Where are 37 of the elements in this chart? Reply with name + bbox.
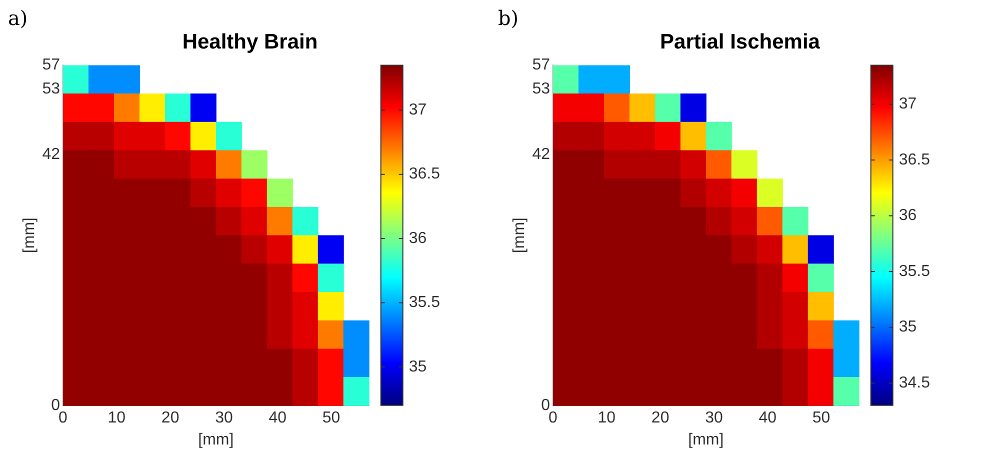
x-tick-label: 10 — [108, 409, 126, 426]
x-tick-label: 30 — [705, 409, 723, 426]
y-tick-label: 57 — [42, 56, 60, 74]
x-axis-title: [mm] — [688, 432, 724, 449]
x-tick-label: 40 — [268, 409, 287, 426]
y-tick-label: 0 — [541, 396, 550, 414]
chart-title: Healthy Brain — [182, 30, 318, 54]
y-axis-title: [mm] — [21, 218, 38, 254]
y-tick-label: 0 — [51, 396, 60, 414]
x-tick-label: 40 — [758, 409, 777, 426]
color-bar-label: 36.5 — [898, 151, 930, 168]
color-bar-label: 36 — [898, 207, 917, 224]
x-tick-label: 10 — [598, 409, 616, 426]
chart-title: Partial Ischemia — [660, 30, 820, 54]
y-tick-label: 42 — [42, 146, 60, 164]
color-bar-label: 37 — [898, 96, 917, 113]
y-tick-label: 53 — [532, 80, 550, 98]
x-tick-label: 50 — [322, 409, 340, 426]
y-tick-label: 42 — [532, 146, 550, 164]
color-bar-label: 35.5 — [408, 294, 440, 312]
y-tick-label: 53 — [42, 80, 60, 98]
color-bar-label: 37 — [408, 102, 427, 119]
y-axis-title: [mm] — [511, 218, 528, 254]
color-bar-label: 36 — [408, 230, 427, 247]
text: b) — [498, 6, 519, 30]
x-tick-label: 20 — [161, 409, 180, 426]
color-bar-label: 35 — [408, 358, 427, 376]
color-bar-label: 36.5 — [408, 166, 440, 183]
color-bar-label: 35.5 — [898, 262, 930, 280]
x-axis-title: [mm] — [198, 432, 234, 449]
text: a) — [8, 6, 28, 30]
x-tick-label: 20 — [651, 409, 670, 426]
color-bar-label: 34.5 — [898, 374, 930, 392]
x-tick-label: 50 — [812, 409, 830, 426]
y-tick-label: 57 — [532, 56, 550, 74]
color-bar-label: 35 — [898, 318, 917, 336]
x-tick-label: 30 — [215, 409, 233, 426]
